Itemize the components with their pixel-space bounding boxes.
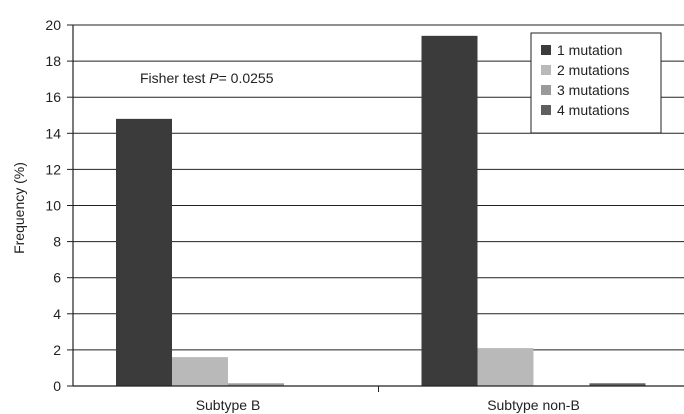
legend-label: 1 mutation xyxy=(557,42,622,58)
y-tick-label: 14 xyxy=(45,125,61,141)
y-tick-label: 16 xyxy=(45,89,61,105)
y-tick-label: 0 xyxy=(53,378,61,394)
x-category-labels: Subtype B Subtype non-B xyxy=(196,397,580,413)
bars xyxy=(116,35,646,387)
legend-box xyxy=(530,32,662,134)
legend-label: 3 mutations xyxy=(557,82,629,98)
y-axis-title: Frequency (%) xyxy=(11,162,27,254)
bar xyxy=(421,35,478,387)
bar xyxy=(228,383,284,386)
legend-label: 2 mutations xyxy=(557,62,629,78)
y-tick-label: 6 xyxy=(53,270,61,286)
fisher-test-annotation: Fisher test P= 0.0255 xyxy=(140,70,274,86)
axes xyxy=(72,25,684,392)
bar xyxy=(589,383,646,386)
y-tick-label: 12 xyxy=(45,161,61,177)
annotation-prefix: Fisher test xyxy=(140,70,209,86)
legend-label: 4 mutations xyxy=(557,102,629,118)
x-category-label: Subtype non-B xyxy=(487,397,580,413)
x-category-label: Subtype B xyxy=(196,397,261,413)
bar xyxy=(116,118,172,387)
legend-swatch xyxy=(541,45,551,55)
bar xyxy=(172,357,228,386)
legend: 1 mutation 2 mutations 3 mutations 4 mutati… xyxy=(530,32,662,134)
legend-swatch xyxy=(541,65,551,75)
legend-swatch xyxy=(541,105,551,115)
legend-swatch xyxy=(541,85,551,95)
y-tick-label: 2 xyxy=(53,342,61,358)
y-tick-label: 4 xyxy=(53,306,61,322)
y-tick-label: 10 xyxy=(45,198,61,214)
annotation-value: = 0.0255 xyxy=(219,70,274,86)
bar xyxy=(477,348,534,386)
y-tick-label: 18 xyxy=(45,53,61,69)
annotation-stat: P xyxy=(209,70,219,86)
y-tick-label: 20 xyxy=(45,17,61,33)
y-tick-labels: 0 2 4 6 8 10 12 14 16 18 20 xyxy=(45,17,61,394)
y-tick-label: 8 xyxy=(53,234,61,250)
